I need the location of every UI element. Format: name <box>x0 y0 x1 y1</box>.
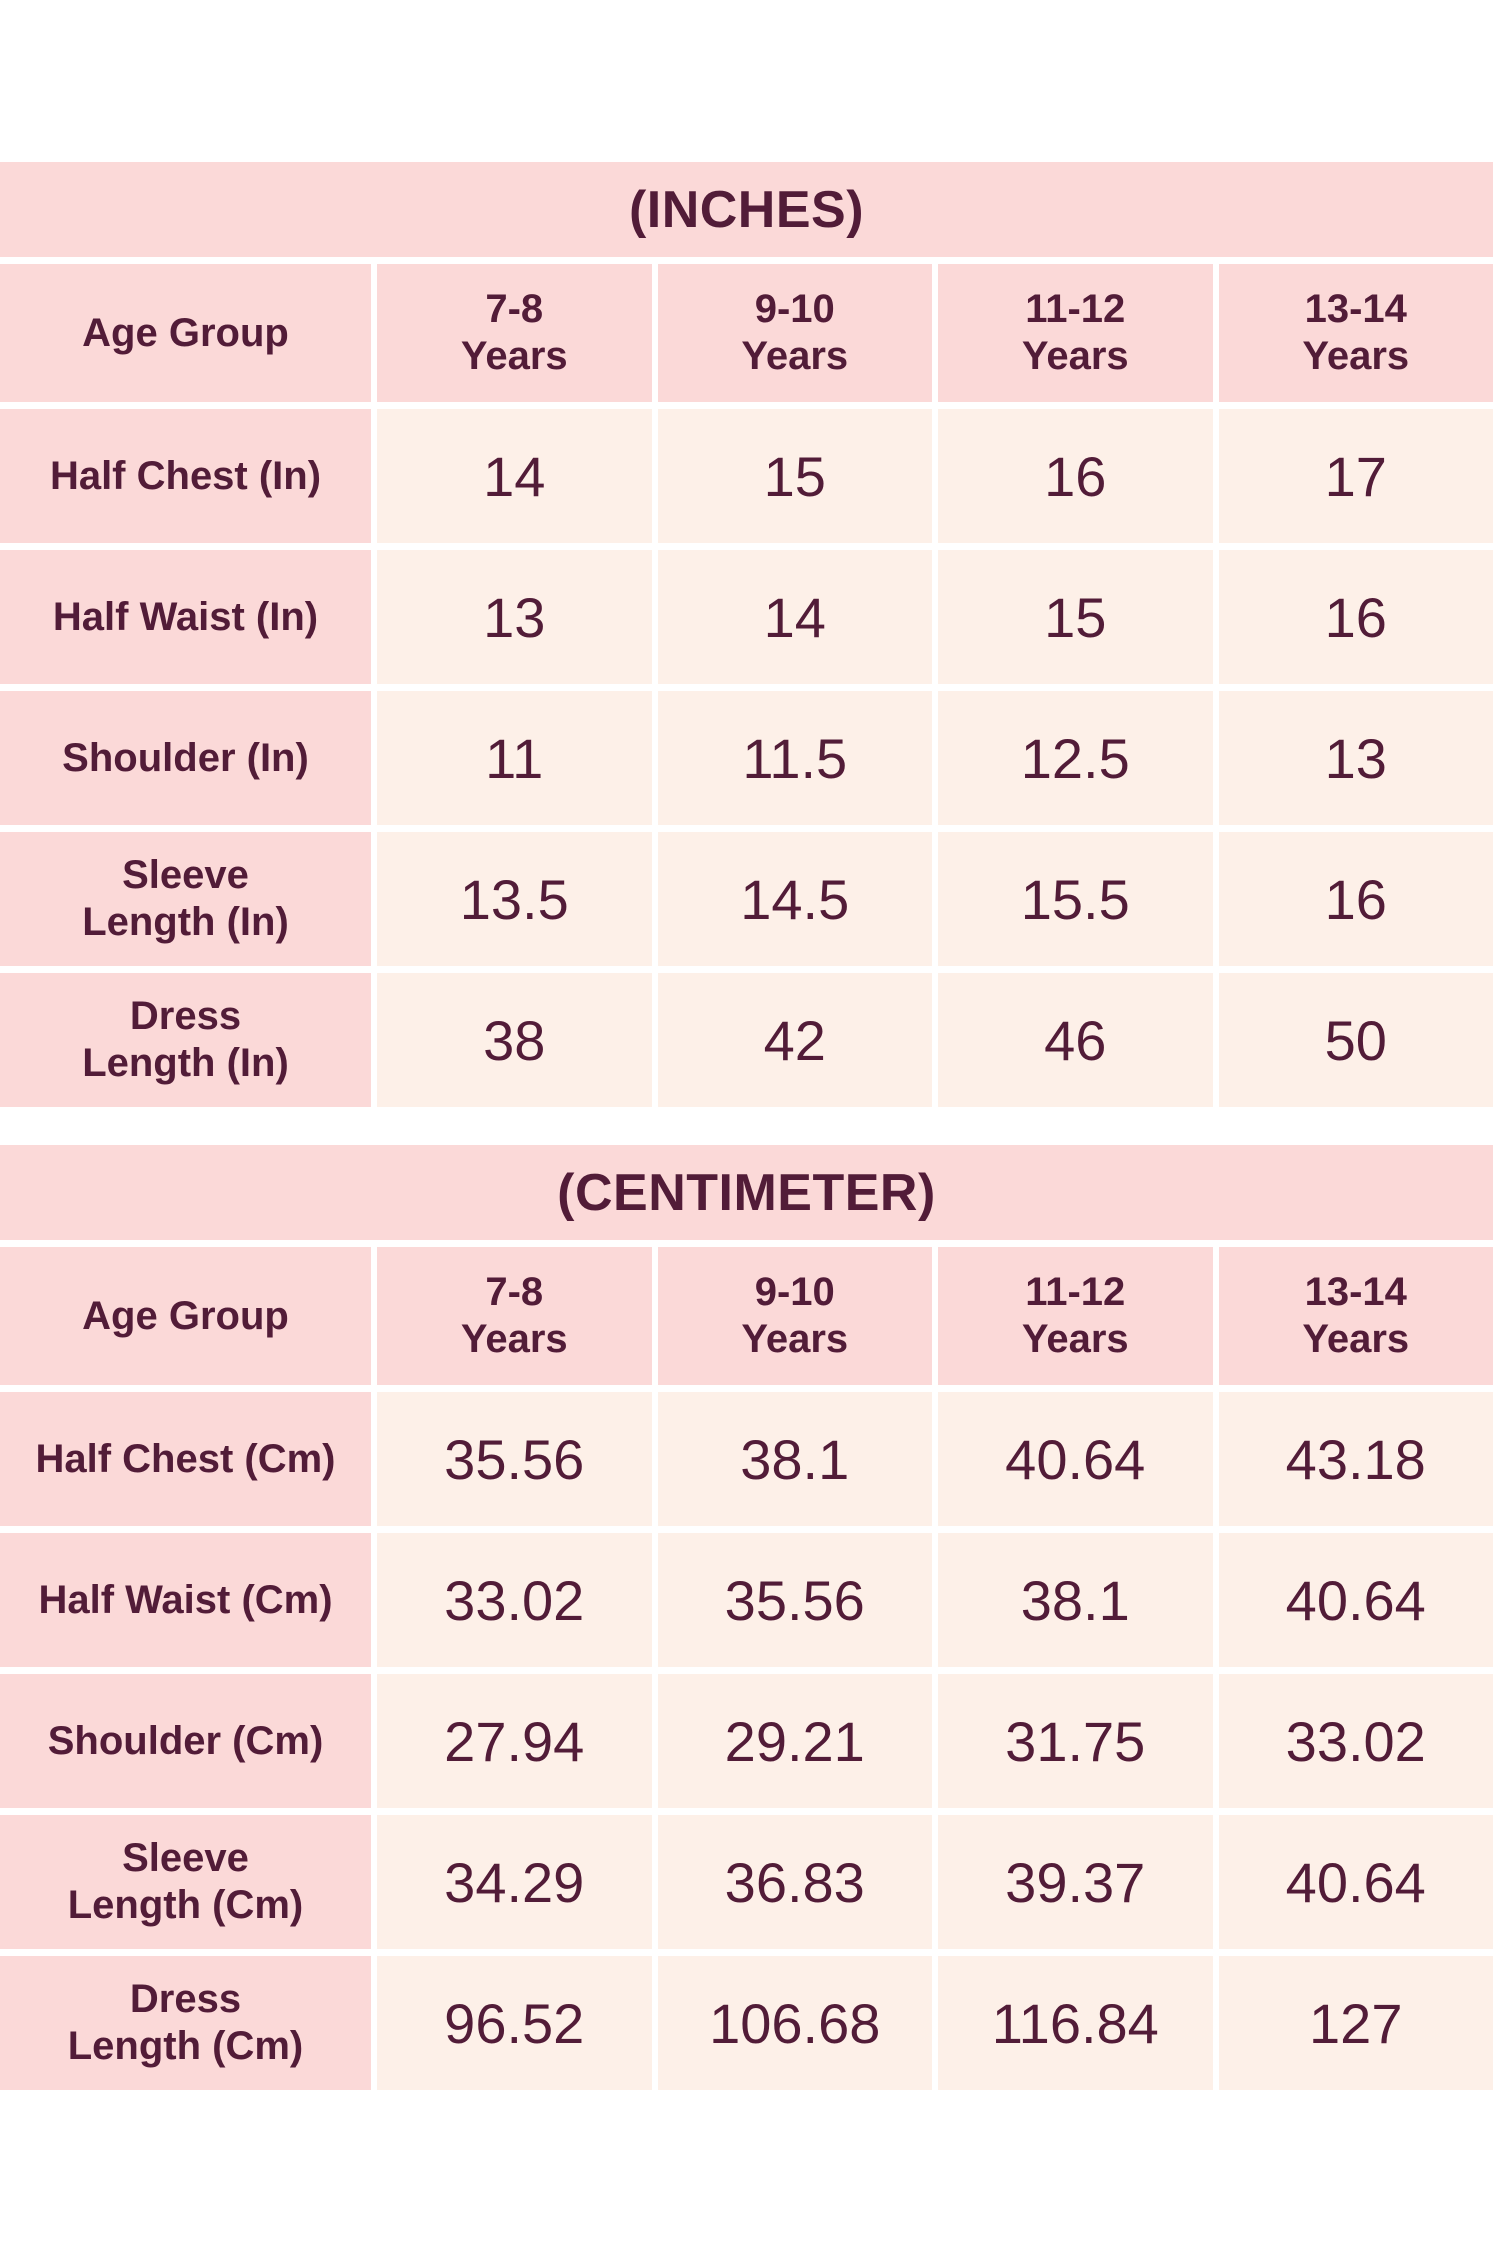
size-value: 13 <box>1218 691 1493 825</box>
size-value: 14.5 <box>657 832 932 966</box>
size-value: 16 <box>1218 550 1493 684</box>
size-value: 39.37 <box>938 1815 1213 1949</box>
row-label-dress-length-cm: Dress Length (Cm) <box>0 1956 371 2090</box>
size-value: 40.64 <box>1218 1815 1493 1949</box>
size-value: 38.1 <box>657 1392 932 1526</box>
age-group-header: Age Group <box>0 1247 371 1385</box>
size-value: 116.84 <box>938 1956 1213 2090</box>
size-value: 38.1 <box>938 1533 1213 1667</box>
size-value: 11.5 <box>657 691 932 825</box>
size-value: 17 <box>1218 409 1493 543</box>
col-header-11-12-years: 11-12 Years <box>938 264 1213 402</box>
row-label-half-chest-cm: Half Chest (Cm) <box>0 1392 371 1526</box>
size-value: 15.5 <box>938 832 1213 966</box>
size-value: 33.02 <box>1218 1674 1493 1808</box>
size-value: 36.83 <box>657 1815 932 1949</box>
size-value: 33.02 <box>377 1533 652 1667</box>
row-label-sleeve-length-in: Sleeve Length (In) <box>0 832 371 966</box>
size-value: 46 <box>938 973 1213 1107</box>
row-label-sleeve-length-cm: Sleeve Length (Cm) <box>0 1815 371 1949</box>
size-value: 13 <box>377 550 652 684</box>
size-value: 35.56 <box>657 1533 932 1667</box>
size-value: 34.29 <box>377 1815 652 1949</box>
size-value: 11 <box>377 691 652 825</box>
col-header-7-8-years: 7-8 Years <box>377 1247 652 1385</box>
row-label-half-chest-in: Half Chest (In) <box>0 409 371 543</box>
row-label-shoulder-in: Shoulder (In) <box>0 691 371 825</box>
size-value: 35.56 <box>377 1392 652 1526</box>
size-value: 16 <box>1218 832 1493 966</box>
size-value: 15 <box>938 550 1213 684</box>
size-value: 14 <box>377 409 652 543</box>
col-header-11-12-years: 11-12 Years <box>938 1247 1213 1385</box>
size-value: 40.64 <box>1218 1533 1493 1667</box>
size-value: 12.5 <box>938 691 1213 825</box>
size-value: 38 <box>377 973 652 1107</box>
row-label-half-waist-in: Half Waist (In) <box>0 550 371 684</box>
size-value: 27.94 <box>377 1674 652 1808</box>
centimeter-size-table: (CENTIMETER) Age Group 7-8 Years 9-10 Ye… <box>0 1145 1493 2090</box>
inches-size-table: (INCHES) Age Group 7-8 Years 9-10 Years … <box>0 162 1493 1107</box>
size-value: 29.21 <box>657 1674 932 1808</box>
size-value: 42 <box>657 973 932 1107</box>
size-value: 106.68 <box>657 1956 932 2090</box>
table-title-centimeter: (CENTIMETER) <box>0 1145 1493 1240</box>
row-label-shoulder-cm: Shoulder (Cm) <box>0 1674 371 1808</box>
col-header-13-14-years: 13-14 Years <box>1218 1247 1493 1385</box>
col-header-7-8-years: 7-8 Years <box>377 264 652 402</box>
size-value: 43.18 <box>1218 1392 1493 1526</box>
row-label-dress-length-in: Dress Length (In) <box>0 973 371 1107</box>
size-value: 14 <box>657 550 932 684</box>
size-value: 127 <box>1218 1956 1493 2090</box>
row-label-half-waist-cm: Half Waist (Cm) <box>0 1533 371 1667</box>
col-header-9-10-years: 9-10 Years <box>657 264 932 402</box>
size-value: 50 <box>1218 973 1493 1107</box>
size-value: 96.52 <box>377 1956 652 2090</box>
col-header-9-10-years: 9-10 Years <box>657 1247 932 1385</box>
age-group-header: Age Group <box>0 264 371 402</box>
size-value: 40.64 <box>938 1392 1213 1526</box>
size-value: 16 <box>938 409 1213 543</box>
size-value: 15 <box>657 409 932 543</box>
col-header-13-14-years: 13-14 Years <box>1218 264 1493 402</box>
table-title-inches: (INCHES) <box>0 162 1493 257</box>
size-value: 13.5 <box>377 832 652 966</box>
size-value: 31.75 <box>938 1674 1213 1808</box>
